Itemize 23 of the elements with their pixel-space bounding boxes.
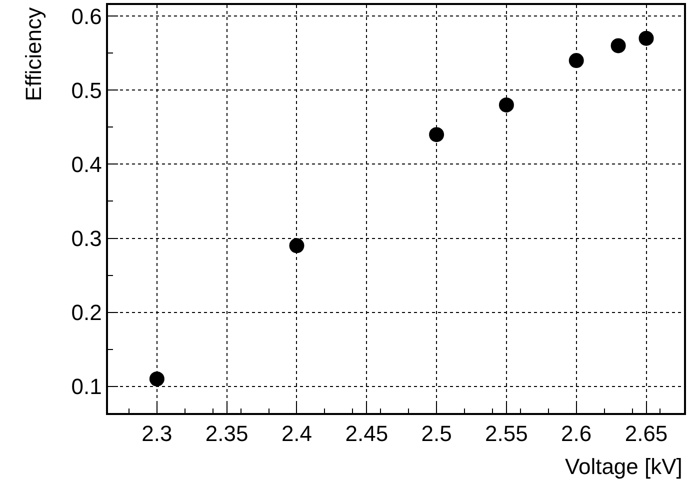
x-tick-label: 2.3 (142, 421, 172, 446)
x-axis-title: Voltage [kV] (565, 454, 682, 479)
point (429, 127, 444, 142)
x-tick-label: 2.65 (624, 421, 668, 446)
point (610, 38, 626, 54)
y-tick-label: 0.6 (71, 4, 102, 29)
y-tick-label: 0.5 (71, 78, 102, 103)
x-tick-label: 2.4 (281, 421, 312, 446)
y-tick-label: 0.2 (71, 300, 102, 325)
x-tick-label: 2.35 (205, 421, 248, 446)
y-tick-label: 0.3 (71, 226, 102, 251)
point (568, 53, 584, 68)
x-tick-label: 2.6 (561, 421, 592, 446)
x-tick-label: 2.55 (485, 421, 528, 446)
y-tick-label: 0.4 (71, 152, 102, 177)
point (498, 97, 514, 112)
y-axis-title: Efficiency (21, 7, 46, 102)
point (638, 30, 654, 46)
x-tick-label: 2.5 (421, 421, 452, 446)
y-tick-label: 0.1 (71, 374, 102, 400)
point (289, 238, 304, 254)
point (149, 371, 164, 386)
x-tick-label: 2.45 (345, 421, 388, 446)
